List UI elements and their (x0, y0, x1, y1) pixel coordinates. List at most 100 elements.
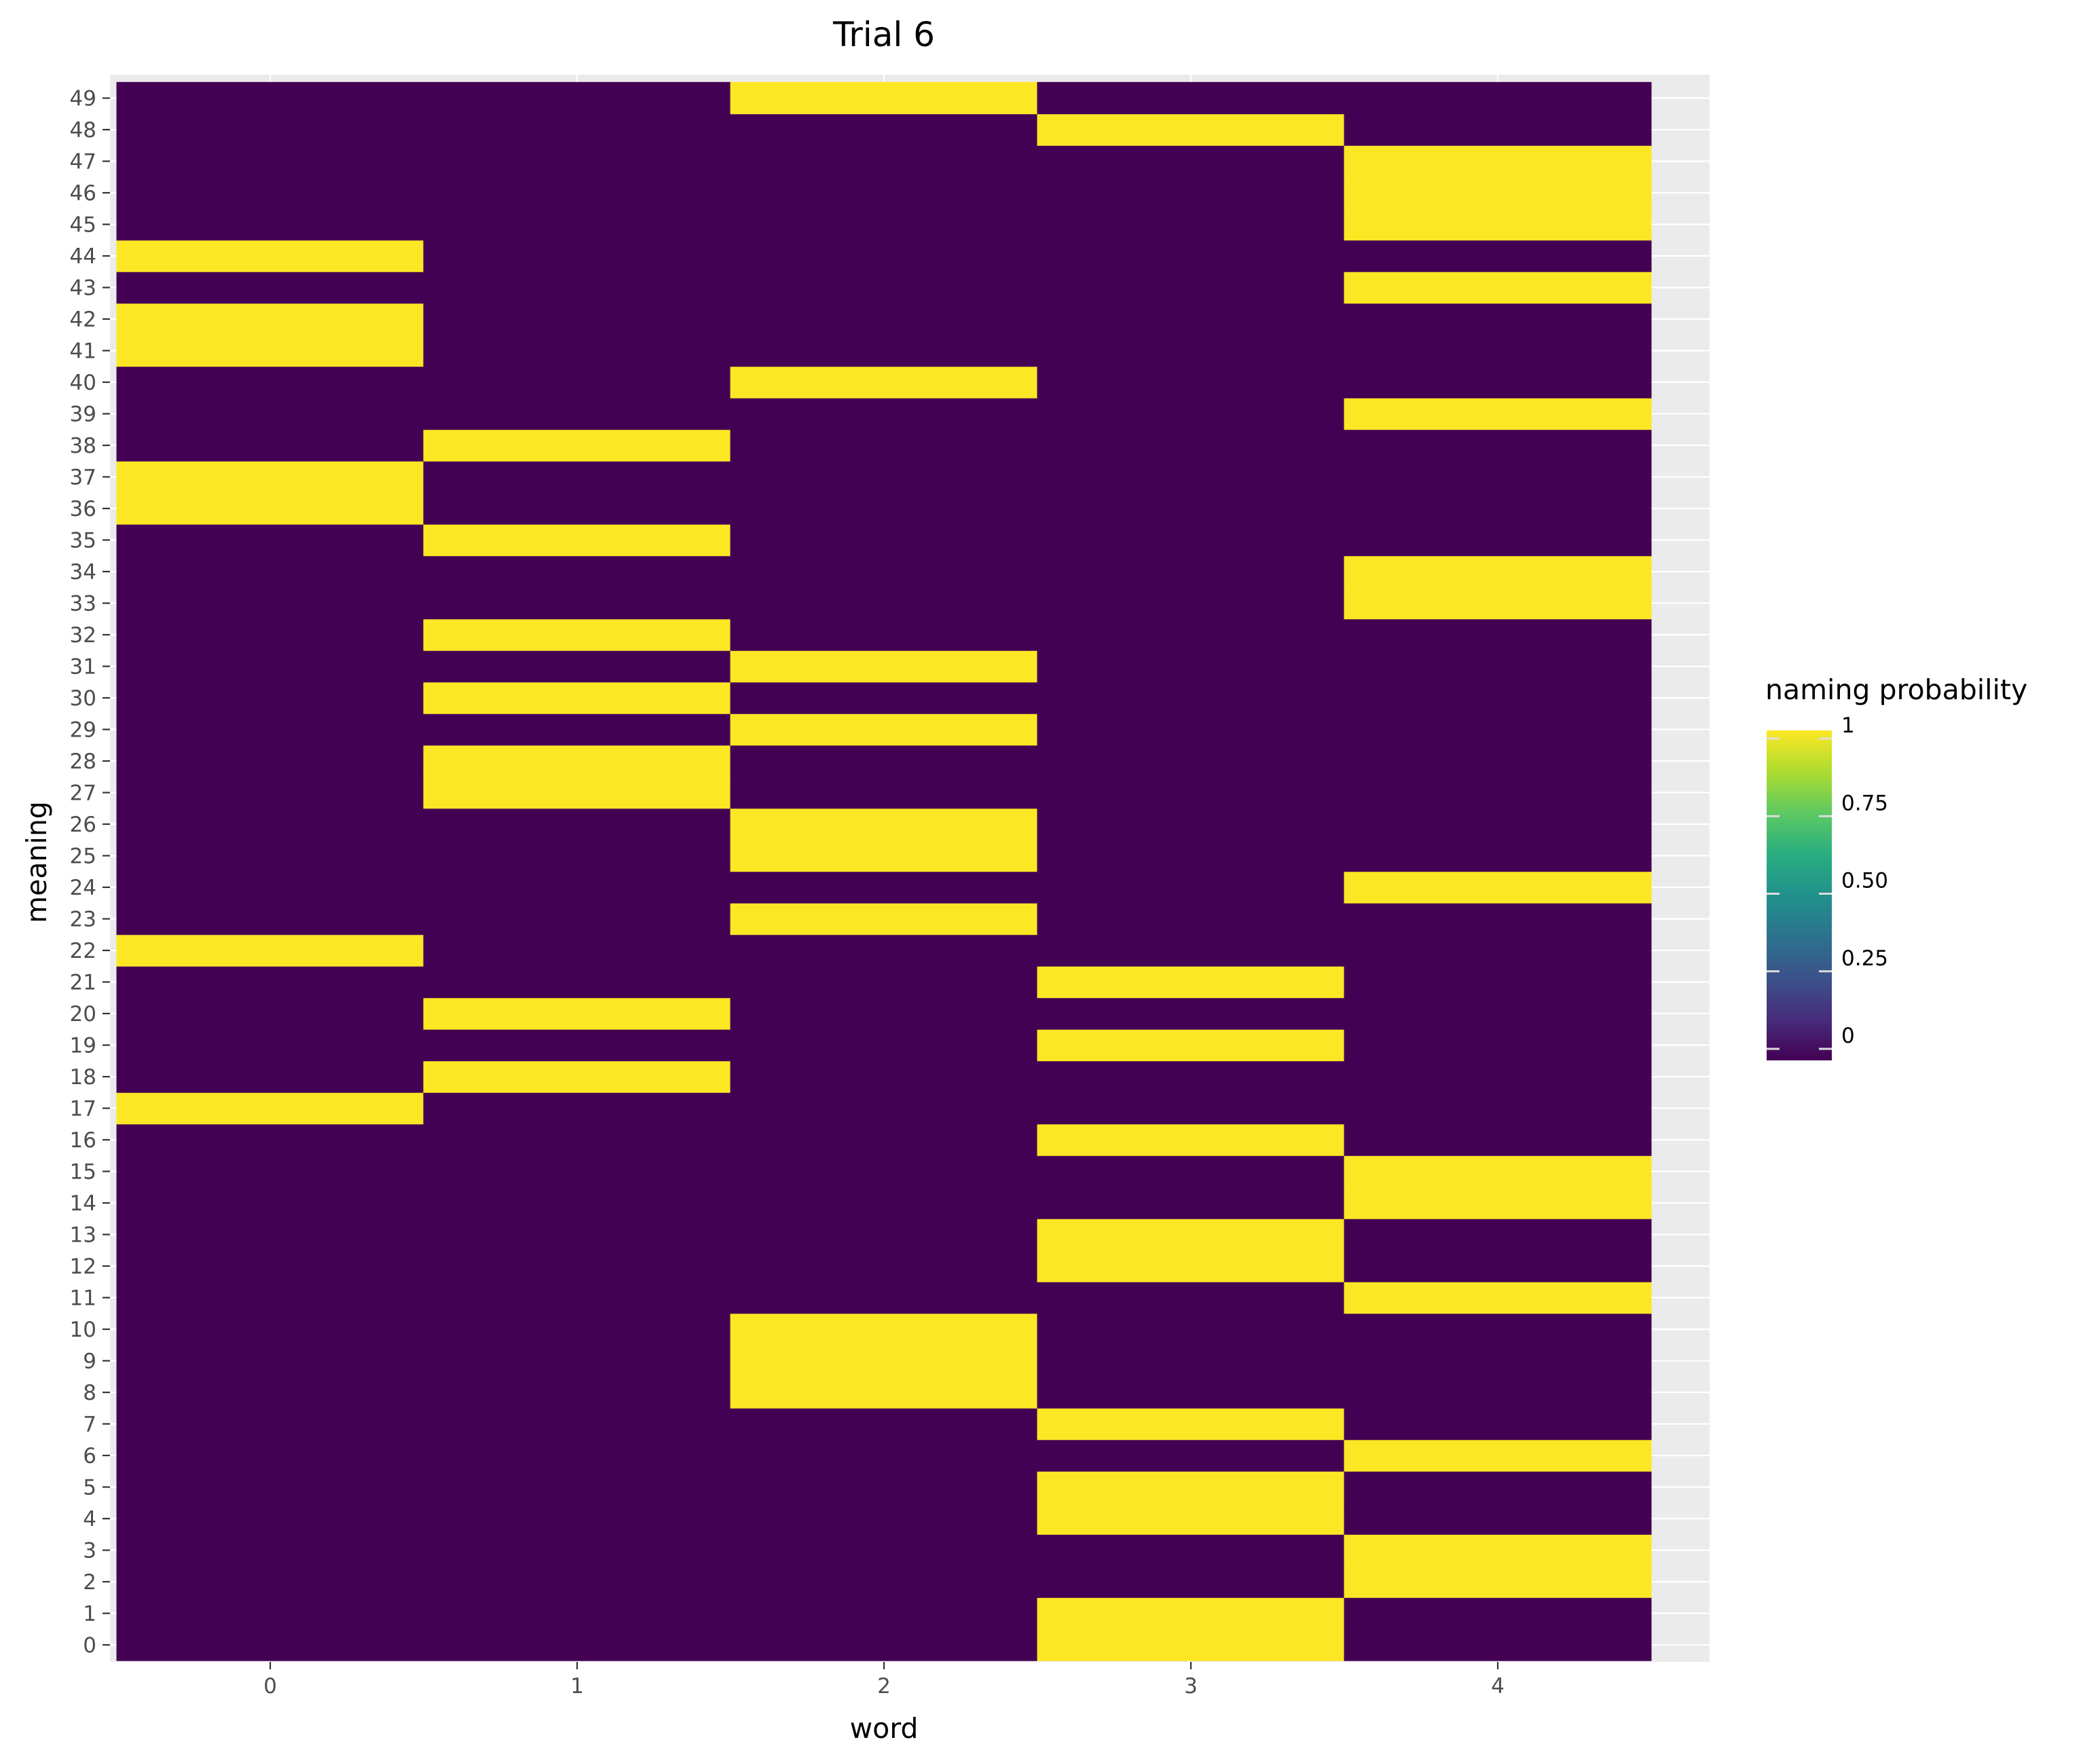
heatmap-cell (1037, 1060, 1345, 1093)
y-tick-label: 40 (70, 371, 96, 395)
heatmap-cell (1037, 839, 1345, 872)
heatmap-cell (1037, 682, 1345, 714)
heatmap-cell (116, 1060, 424, 1093)
heatmap-cell (1344, 1155, 1652, 1188)
heatmap-cell (730, 460, 1038, 494)
heatmap-cell (730, 587, 1038, 620)
heatmap-cell (423, 1281, 731, 1314)
heatmap-cell (730, 1187, 1038, 1219)
heatmap-cell (1037, 1502, 1345, 1535)
heatmap-cell (1344, 1124, 1652, 1156)
heatmap-cell (1037, 587, 1345, 620)
heatmap-cell (116, 1281, 424, 1314)
y-tick-label: 47 (70, 150, 96, 174)
heatmap-cell (1037, 1629, 1345, 1661)
heatmap-cell (1037, 618, 1345, 651)
heatmap-cell (423, 555, 731, 588)
heatmap-cell (116, 1028, 424, 1062)
heatmap-cell (730, 523, 1038, 557)
heatmap-cell (1344, 523, 1652, 557)
heatmap-cell (423, 366, 731, 398)
heatmap-cell (730, 1502, 1038, 1535)
heatmap-cell (1037, 808, 1345, 840)
legend-colorbar (1767, 730, 1832, 1060)
heatmap-cell (116, 492, 424, 525)
heatmap-cell (1037, 902, 1345, 935)
heatmap-cell (423, 1376, 731, 1409)
heatmap-cell (423, 1502, 731, 1535)
heatmap-cell (116, 271, 424, 304)
heatmap-cell (116, 902, 424, 935)
heatmap-cell (730, 1565, 1038, 1598)
heatmap-cell (1037, 334, 1345, 367)
y-tick-label: 15 (70, 1160, 96, 1185)
heatmap-cell (1037, 366, 1345, 398)
heatmap-cell (1344, 555, 1652, 588)
color-legend: naming probability 0 0.25 0.50 0.75 1 (1765, 673, 2027, 1060)
heatmap-cell (116, 429, 424, 462)
heatmap-cell (730, 1629, 1038, 1661)
heatmap-cell (1037, 271, 1345, 304)
heatmap-cell (730, 145, 1038, 178)
heatmap-cell (116, 1124, 424, 1156)
heatmap-cell (1344, 1376, 1652, 1409)
heatmap-cell (730, 366, 1038, 398)
heatmap-cell (423, 1028, 731, 1062)
heatmap-cell (1344, 334, 1652, 367)
heatmap-cell (1344, 1502, 1652, 1535)
y-tick-label: 27 (70, 781, 96, 806)
heatmap-cell (1344, 271, 1652, 304)
heatmap-cell (423, 334, 731, 367)
heatmap-cell (1037, 1376, 1345, 1409)
y-tick-label: 11 (70, 1286, 96, 1311)
heatmap-cell (1344, 618, 1652, 651)
heatmap-cell (1037, 1597, 1345, 1630)
heatmap-cell (423, 1407, 731, 1441)
heatmap-cell (1344, 240, 1652, 272)
heatmap-cell (1037, 650, 1345, 683)
heatmap-cell (730, 934, 1038, 967)
heatmap-cell (423, 145, 731, 178)
heatmap-cell (116, 745, 424, 777)
x-tick-label: 2 (877, 1674, 891, 1699)
heatmap-cell (1344, 808, 1652, 840)
heatmap-cell (423, 745, 731, 777)
y-tick-label: 2 (83, 1570, 96, 1595)
heatmap-cell (423, 713, 731, 746)
y-tick-label: 38 (70, 434, 96, 458)
heatmap-cell (423, 587, 731, 620)
y-tick-label: 4 (83, 1507, 96, 1532)
y-tick-label: 22 (70, 939, 96, 963)
heatmap-cell (730, 618, 1038, 651)
heatmap-cell (1344, 1565, 1652, 1598)
heatmap-cell (1344, 682, 1652, 714)
heatmap-cell (116, 1534, 424, 1567)
heatmap-cell (1037, 1092, 1345, 1125)
y-tick-label: 1 (83, 1602, 96, 1627)
heatmap-cell (423, 460, 731, 494)
heatmap-cell (116, 1376, 424, 1409)
heatmap-cell (730, 808, 1038, 840)
y-tick-label: 8 (83, 1381, 96, 1405)
heatmap-cell (1344, 713, 1652, 746)
heatmap-cell (423, 113, 731, 146)
y-tick-label: 33 (70, 592, 96, 616)
heatmap-cell (730, 839, 1038, 872)
heatmap-cell (423, 81, 731, 115)
heatmap-cell (423, 1155, 731, 1188)
heatmap-cell (730, 1470, 1038, 1504)
heatmap-cell (1037, 1250, 1345, 1282)
heatmap-cell (423, 1313, 731, 1346)
y-tick-label: 35 (70, 529, 96, 553)
heatmap-cell (116, 1155, 424, 1188)
y-tick-label: 36 (70, 497, 96, 521)
heatmap-cell (116, 1344, 424, 1377)
heatmap-cell (730, 1407, 1038, 1441)
heatmap-cell (1344, 1218, 1652, 1251)
heatmap-cell (730, 1344, 1038, 1377)
heatmap-cell (1344, 871, 1652, 904)
heatmap-cell (730, 177, 1038, 209)
heatmap-cell (423, 871, 731, 904)
heatmap-cell (423, 1060, 731, 1093)
heatmap-cell (423, 1187, 731, 1219)
